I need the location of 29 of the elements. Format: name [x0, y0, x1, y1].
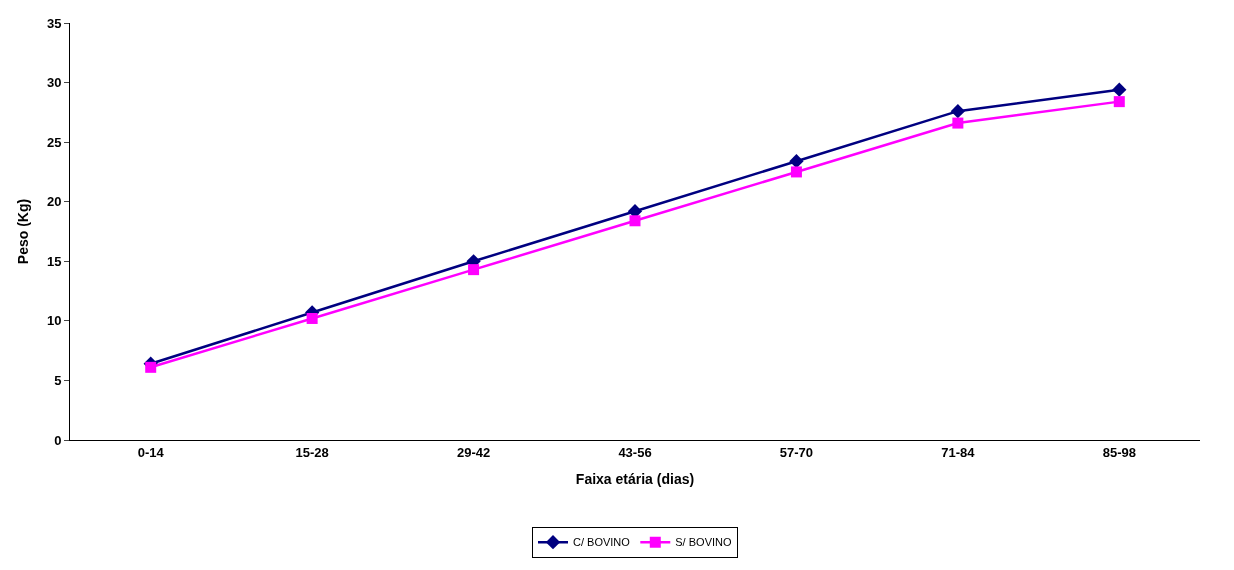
x-tick-label: 71-84: [941, 444, 976, 460]
y-tick-label: 20: [46, 194, 62, 210]
point: [790, 166, 802, 178]
x-tick-label: 43-56: [618, 444, 652, 460]
y-tick-label: 25: [46, 134, 62, 150]
y-tick-label: 10: [46, 313, 62, 329]
legend-label: C/ BOVINO: [573, 536, 631, 549]
x-tick-label: 85-98: [1102, 444, 1136, 460]
point: [789, 154, 804, 169]
x-tick-label: 0-14: [137, 444, 165, 460]
x-axis-title: Faixa etária (dias): [575, 470, 695, 487]
point: [950, 104, 966, 119]
y-tick-label: 15: [46, 253, 62, 269]
point: [468, 264, 480, 276]
x-tick-label: 29-42: [456, 444, 491, 460]
y-axis-title: Peso (Kg): [14, 198, 31, 265]
legend-label: S/ BOVINO: [675, 536, 732, 549]
point: [145, 361, 157, 373]
x-tick-label: 15-28: [295, 444, 329, 460]
y-tick-label: 5: [54, 372, 62, 388]
point: [1112, 82, 1127, 97]
y-tick-label: 0: [54, 432, 62, 448]
x-tick-label: 57-70: [779, 444, 814, 460]
point: [1113, 96, 1125, 108]
point: [629, 215, 641, 227]
point: [306, 312, 318, 324]
point: [952, 117, 964, 129]
y-tick-label: 30: [46, 75, 62, 91]
y-tick-label: 35: [46, 15, 62, 31]
